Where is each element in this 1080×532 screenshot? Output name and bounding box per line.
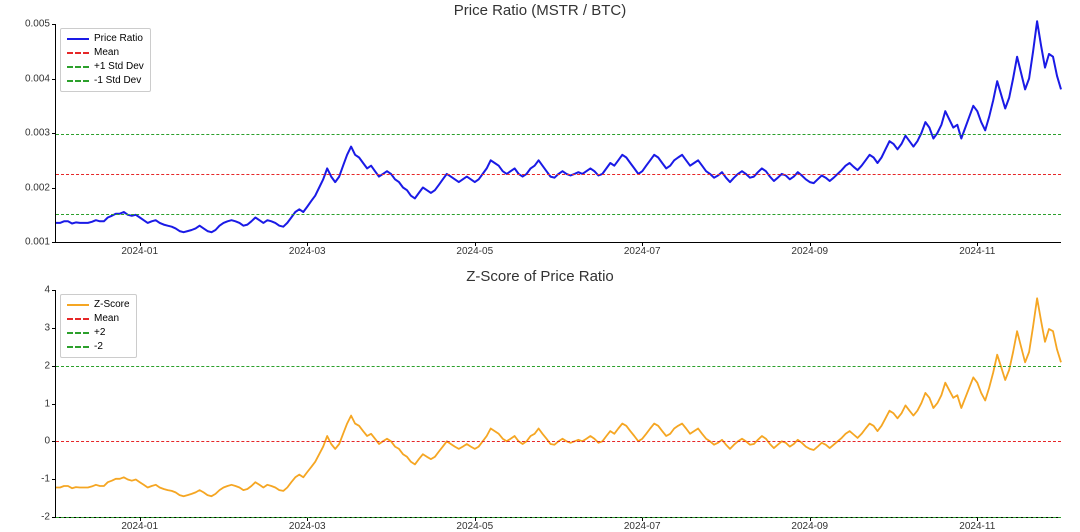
legend-label: -2 <box>94 340 103 354</box>
series-line <box>56 298 1061 496</box>
ytick-label: 0.002 <box>25 182 50 193</box>
ytick-label: 4 <box>44 285 50 296</box>
legend-swatch <box>67 332 89 334</box>
ytick-label: 0.004 <box>25 73 50 84</box>
xtick-label: 2024-09 <box>791 246 828 257</box>
legend-swatch <box>67 66 89 68</box>
xtick-label: 2024-03 <box>289 246 326 257</box>
legend-label: +1 Std Dev <box>94 60 144 74</box>
ytick-label: 1 <box>44 398 50 409</box>
legend-swatch <box>67 52 89 54</box>
legend-swatch <box>67 80 89 82</box>
ytick-label: 2 <box>44 360 50 371</box>
legend-item: Price Ratio <box>67 32 144 46</box>
reference-line <box>56 366 1061 367</box>
legend-swatch <box>67 318 89 320</box>
xtick-label: 2024-09 <box>791 521 828 532</box>
ytick-label: 0.001 <box>25 237 50 248</box>
xtick-label: 2024-03 <box>289 521 326 532</box>
chart-panel-zscore: Z-Score of Price Ratio Z-ScoreMean+2-2 -… <box>0 266 1080 532</box>
legend-item: -2 <box>67 340 130 354</box>
reference-line <box>56 441 1061 442</box>
plot-area-2: Z-ScoreMean+2-2 -2-1012342024-012024-032… <box>55 290 1061 518</box>
legend-item: +2 <box>67 326 130 340</box>
legend-label: Mean <box>94 46 119 60</box>
legend-item: Z-Score <box>67 298 130 312</box>
legend-label: Z-Score <box>94 298 130 312</box>
xtick-label: 2024-11 <box>959 246 995 257</box>
legend-1: Price RatioMean+1 Std Dev-1 Std Dev <box>60 28 151 92</box>
legend-label: Mean <box>94 312 119 326</box>
legend-label: +2 <box>94 326 105 340</box>
xtick-label: 2024-01 <box>121 521 158 532</box>
legend-item: Mean <box>67 46 144 60</box>
legend-2: Z-ScoreMean+2-2 <box>60 294 137 358</box>
ytick-label: 3 <box>44 322 50 333</box>
reference-line <box>56 174 1061 175</box>
xtick-label: 2024-05 <box>456 246 493 257</box>
xtick-label: 2024-07 <box>624 246 661 257</box>
xtick-label: 2024-11 <box>959 521 995 532</box>
xtick-label: 2024-07 <box>624 521 661 532</box>
chart-title-2: Z-Score of Price Ratio <box>0 268 1080 285</box>
series-svg-1 <box>56 24 1061 242</box>
ytick-label: 0.003 <box>25 128 50 139</box>
xtick-label: 2024-01 <box>121 246 158 257</box>
reference-line <box>56 214 1061 215</box>
ytick-label: 0.005 <box>25 19 50 30</box>
series-svg-2 <box>56 290 1061 517</box>
legend-item: Mean <box>67 312 130 326</box>
chart-title-1: Price Ratio (MSTR / BTC) <box>0 2 1080 19</box>
legend-label: Price Ratio <box>94 32 143 46</box>
legend-swatch <box>67 304 89 306</box>
series-line <box>56 21 1061 232</box>
plot-area-1: Price RatioMean+1 Std Dev-1 Std Dev 0.00… <box>55 24 1061 243</box>
ytick-label: -2 <box>41 512 50 523</box>
xtick-label: 2024-05 <box>456 521 493 532</box>
reference-line <box>56 134 1061 135</box>
reference-line <box>56 517 1061 518</box>
chart-panel-price-ratio: Price Ratio (MSTR / BTC) Price RatioMean… <box>0 0 1080 266</box>
legend-item: +1 Std Dev <box>67 60 144 74</box>
legend-label: -1 Std Dev <box>94 74 141 88</box>
legend-item: -1 Std Dev <box>67 74 144 88</box>
ytick-label: -1 <box>41 474 50 485</box>
legend-swatch <box>67 346 89 348</box>
ytick-label: 0 <box>44 436 50 447</box>
legend-swatch <box>67 38 89 40</box>
